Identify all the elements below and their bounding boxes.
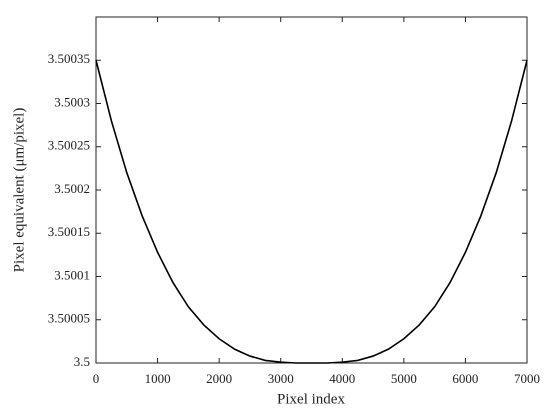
x-tick-label: 6000 xyxy=(452,371,478,386)
x-tick-label: 4000 xyxy=(329,371,355,386)
y-tick-label: 3.50025 xyxy=(48,138,90,153)
x-tick-label: 7000 xyxy=(514,371,540,386)
y-tick-label: 3.5002 xyxy=(54,181,90,196)
y-axis-label: Pixel equivalent (μm/pixel) xyxy=(11,108,27,273)
y-tick-label: 3.50035 xyxy=(48,51,90,66)
y-tick-label: 3.5001 xyxy=(54,267,90,282)
x-tick-label: 1000 xyxy=(145,371,171,386)
x-axis-label: Pixel index xyxy=(277,391,345,407)
x-tick-label: 5000 xyxy=(391,371,417,386)
x-tick-label: 2000 xyxy=(206,371,232,386)
x-tick-label: 0 xyxy=(93,371,100,386)
y-tick-label: 3.5 xyxy=(74,354,90,369)
x-tick-label: 3000 xyxy=(268,371,294,386)
y-tick-label: 3.50015 xyxy=(48,224,90,239)
plot-frame xyxy=(95,16,528,364)
y-tick-label: 3.5003 xyxy=(54,94,90,109)
y-tick-label: 3.50005 xyxy=(48,311,90,326)
line-series xyxy=(95,60,528,364)
